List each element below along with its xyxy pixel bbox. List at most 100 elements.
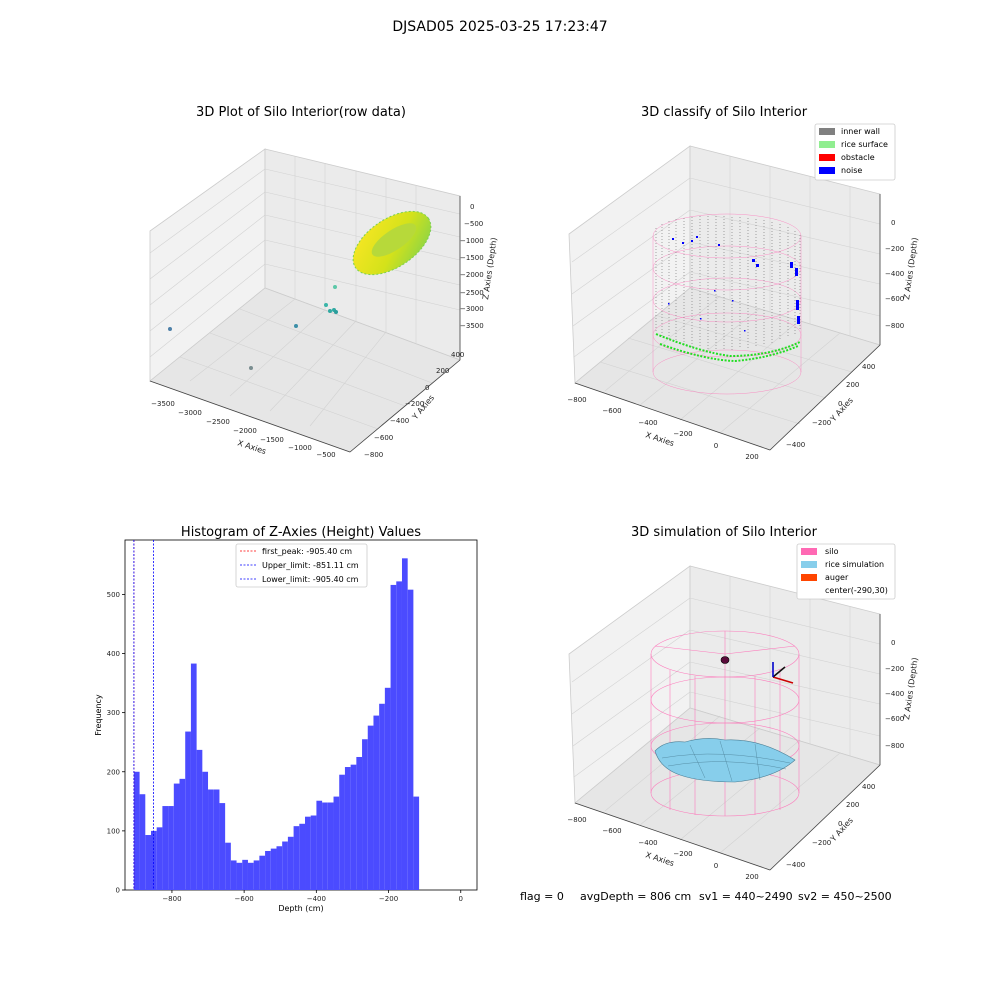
legend-swatch-silo	[801, 548, 817, 555]
histogram-y-tick-label: 400	[107, 650, 120, 658]
raw-x-tick: −1000	[288, 444, 312, 452]
histogram-bar	[145, 835, 151, 890]
histogram-bar	[362, 739, 368, 890]
raw-point	[333, 285, 337, 289]
classify-x-tick: 0	[714, 442, 718, 450]
histogram-bar	[190, 663, 197, 890]
classify-grid	[627, 337, 827, 399]
footer-sv1: sv1 = 440~2490	[699, 890, 793, 903]
sim-x-tick: −400	[638, 839, 657, 847]
classify-grid	[571, 209, 691, 295]
footer-sv2: sv2 = 450~2500	[798, 890, 892, 903]
raw-grid	[264, 168, 461, 215]
simulation-auger-axes	[772, 662, 794, 684]
classify-z-tick: −800	[885, 322, 904, 330]
histogram-y-ticks: 0 100 200 300 400 500	[107, 591, 125, 895]
legend-swatch-noise	[819, 167, 835, 174]
noise-point	[696, 236, 698, 238]
raw-z-tick: 0	[470, 203, 474, 211]
raw-point	[328, 309, 332, 313]
histogram-bar	[139, 794, 146, 890]
sim-y-tick: 400	[862, 783, 875, 791]
classify-y-tick: −200	[812, 419, 831, 427]
sim-center-point	[720, 656, 730, 664]
classify-y-tick: 400	[862, 363, 875, 371]
histogram-x-tick-label: −800	[162, 895, 181, 903]
noise-point	[718, 244, 720, 246]
raw-point	[249, 366, 253, 370]
histogram-bar	[242, 859, 248, 890]
classify-grid	[571, 177, 691, 263]
classify-grid	[639, 307, 761, 406]
histogram-bar	[213, 789, 220, 890]
simulation-center-marker	[720, 656, 730, 664]
classify-grid	[679, 319, 801, 421]
raw-x-tick: −2500	[206, 418, 230, 426]
legend-swatch-auger	[801, 574, 817, 581]
classify-grid-lines	[571, 156, 881, 434]
histogram-bar	[407, 589, 414, 890]
histogram-x-tick-label: 0	[459, 895, 463, 903]
classify-y-axis-line	[769, 344, 881, 451]
legend-label-silo: silo	[825, 547, 839, 556]
noise-point	[700, 318, 702, 320]
legend-label-lower-limit: Lower_limit: -905.40 cm	[262, 575, 359, 584]
raw-scatter-points	[168, 285, 338, 370]
raw-point	[294, 324, 298, 328]
noise-point	[790, 262, 793, 268]
sim-z-tick: −400	[885, 690, 904, 698]
legend-label-inner-wall: inner wall	[841, 127, 880, 136]
legend-label-upper-limit: Upper_limit: -851.11 cm	[262, 561, 359, 570]
classify-z-tick: −200	[885, 245, 904, 253]
classify-grid	[573, 271, 691, 358]
classify-y-tick: −400	[786, 441, 805, 449]
classify-z-tick: 0	[891, 219, 895, 227]
panel-classify-title: 3D classify of Silo Interior	[641, 105, 808, 120]
histogram-bar	[305, 816, 311, 890]
sim-silo-spoke	[654, 645, 726, 655]
classify-z-axis: 0 −200 −400 −600 −800 Z Axies (Depth)	[879, 194, 920, 345]
simulation-legend: silo rice simulation auger center(-290,3…	[796, 543, 896, 600]
noise-point	[732, 300, 734, 302]
legend-label-rice-simulation: rice simulation	[825, 560, 884, 569]
histogram-x-tick-label: −400	[307, 895, 326, 903]
noise-point	[714, 290, 716, 292]
footer-avg-depth: avgDepth = 806 cm	[580, 890, 691, 903]
histogram-bar	[196, 749, 203, 890]
raw-z-tick: −2500	[460, 289, 484, 297]
raw-grid	[269, 320, 357, 412]
raw-grid	[239, 308, 433, 384]
status-footer: flag = 0 avgDepth = 806 cm sv1 = 440~249…	[520, 890, 892, 903]
legend-swatch-obstacle	[819, 154, 835, 161]
histogram-legend: first_peak: -905.40 cm Upper_limit: -851…	[235, 543, 368, 588]
classify-z-label: Z Axies (Depth)	[902, 237, 920, 300]
sim-rice-mesh	[654, 738, 796, 783]
classify-grid	[572, 241, 691, 327]
sim-grid	[573, 691, 691, 778]
sim-z-tick: 0	[891, 639, 895, 647]
panel-raw-title: 3D Plot of Silo Interior(row data)	[196, 105, 406, 120]
figure-title: DJSAD05 2025-03-25 17:23:47	[392, 19, 607, 35]
classify-x-label: X Axies	[644, 430, 675, 448]
raw-point	[334, 310, 338, 314]
histogram-y-tick-label: 0	[116, 887, 120, 895]
histogram-bar	[225, 842, 231, 890]
classify-grid	[719, 332, 841, 434]
histogram-bar	[270, 848, 277, 890]
legend-label-center: center(-290,30)	[825, 586, 888, 595]
histogram-bar	[230, 860, 237, 890]
footer-flag: flag = 0	[520, 890, 564, 903]
simulation-grid-lines	[571, 576, 881, 854]
classify-grid	[654, 314, 853, 373]
sim-grid	[572, 661, 691, 747]
raw-y-tick: 200	[436, 367, 449, 375]
noise-point	[795, 268, 798, 276]
legend-label-noise: noise	[841, 166, 862, 175]
sim-x-tick: 0	[714, 862, 718, 870]
histogram-bar	[322, 802, 328, 890]
raw-x-tick: −2000	[233, 427, 257, 435]
histogram-bar	[367, 725, 374, 890]
raw-grid	[149, 239, 266, 332]
raw-x-tick: −3500	[151, 400, 175, 408]
